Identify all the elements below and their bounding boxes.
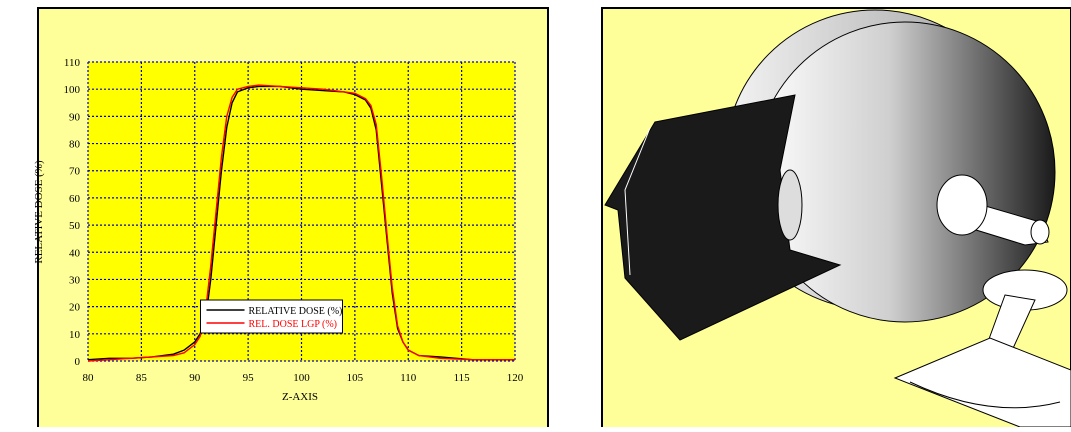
collimator-edge [624, 127, 651, 276]
port [777, 169, 803, 241]
x-axis-label: Z-AXIS [282, 391, 318, 403]
couch-top [893, 337, 1071, 428]
y-tick-label: 110 [64, 57, 81, 69]
shaft-end [1030, 219, 1050, 245]
illustration [601, 7, 1071, 432]
x-tick-label: 85 [136, 372, 148, 384]
x-tick-label: 110 [400, 372, 417, 384]
y-tick-label: 80 [69, 139, 81, 151]
y-tick-label: 30 [69, 274, 81, 286]
data-line [87, 84, 515, 362]
x-tick-label: 120 [507, 372, 524, 384]
y-tick-label: 20 [69, 302, 81, 314]
y-axis-label: RELATIVE DOSE (%) [33, 160, 45, 264]
y-tick-label: 50 [69, 220, 81, 232]
y-tick-label: 40 [69, 247, 81, 259]
y-tick-label: 100 [64, 84, 81, 96]
x-tick-label: 105 [347, 372, 364, 384]
chart: 0 10 20 30 40 50 60 70 80 90 100 110 80 85 90 95 100 105 1… [64, 57, 524, 384]
collimator [604, 94, 842, 341]
x-tick-label: 90 [189, 372, 201, 384]
rotation-arc [909, 381, 1061, 409]
x-tick-label: 100 [293, 372, 310, 384]
y-tick-label: 10 [69, 329, 81, 341]
y-tick-label: 70 [69, 166, 81, 178]
y-tick-label: 60 [69, 193, 81, 205]
x-tick-label: 80 [83, 372, 95, 384]
x-tick-label: 95 [243, 372, 255, 384]
legend-box [200, 299, 343, 334]
y-tick-label: 0 [75, 356, 81, 368]
legend-label: REL. DOSE LGP (%) [249, 319, 338, 330]
x-tick-label: 115 [454, 372, 471, 384]
legend-label: RELATIVE DOSE (%) [249, 306, 343, 317]
y-tick-label: 90 [69, 111, 81, 123]
shaft-flange [936, 174, 988, 236]
legend: RELATIVE DOSE (%) REL. DOSE LGP (%) [200, 299, 343, 334]
